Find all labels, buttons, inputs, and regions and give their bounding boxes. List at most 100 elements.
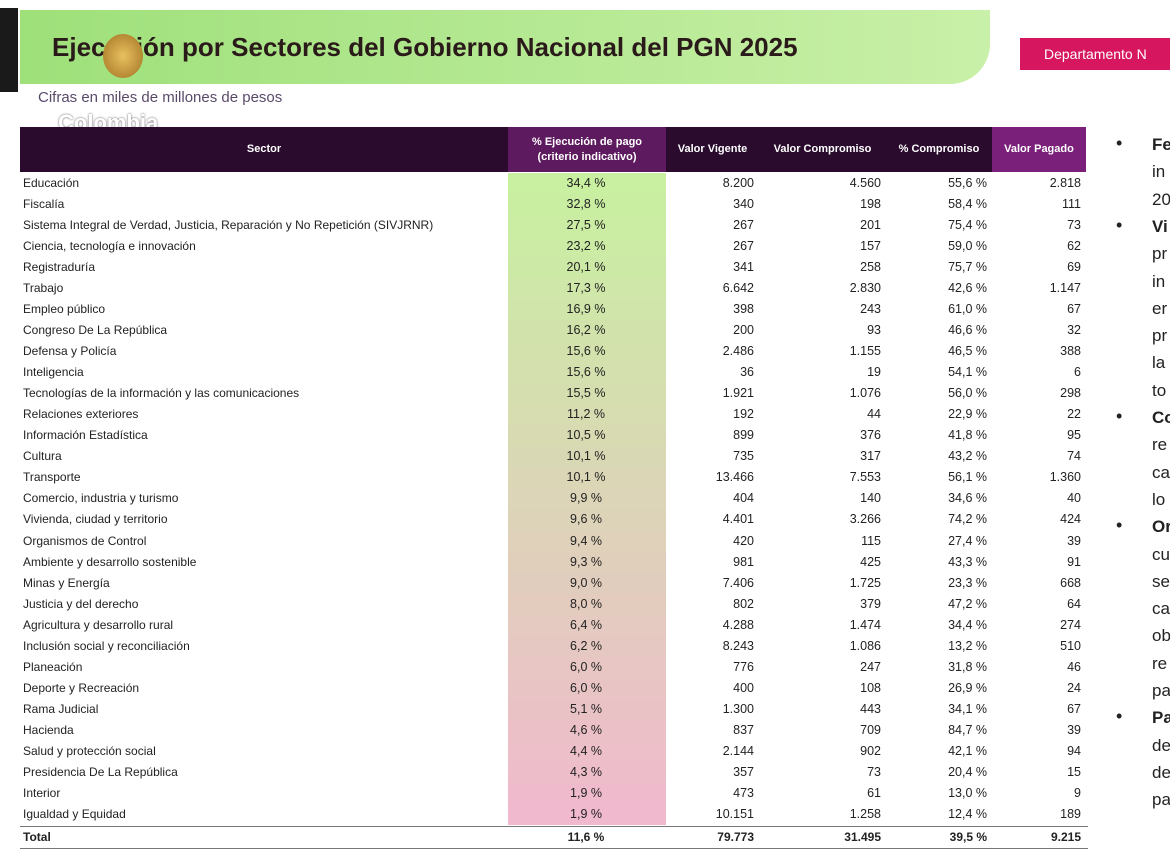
heat-cell — [508, 299, 666, 321]
table-cell: 23,2 % — [566, 239, 606, 254]
table-cell: 6,4 % — [570, 617, 602, 632]
bullet: • — [1116, 133, 1123, 153]
table-cell: 1.086 — [849, 638, 881, 653]
table-cell: 2.144 — [722, 743, 754, 758]
table-cell: 1.155 — [849, 344, 881, 359]
table-cell: 7.553 — [849, 470, 881, 485]
table-cell: 8.243 — [722, 638, 754, 653]
note-line: er — [1152, 298, 1168, 318]
table-cell: 8.200 — [722, 176, 754, 190]
heat-cell — [508, 614, 666, 637]
note-line: re — [1152, 653, 1168, 673]
sector-name: Agricultura y desarrollo rural — [23, 617, 174, 632]
table-cell: 115 — [861, 533, 881, 548]
heat-cell — [508, 362, 666, 384]
logo-emblem — [103, 34, 143, 78]
table-cell: 31,8 % — [948, 659, 987, 674]
heat-cell — [508, 341, 666, 363]
table-cell: 15,6 % — [566, 344, 606, 359]
heat-cell — [508, 593, 666, 616]
sector-name: Justicia y del derecho — [23, 596, 139, 611]
table-cell: 274 — [1060, 617, 1081, 632]
column-header: Sector — [20, 127, 508, 172]
table-cell: 24 — [1067, 680, 1081, 695]
table-cell: 200 — [733, 323, 754, 338]
heat-cell — [508, 803, 666, 826]
title-bar — [20, 10, 990, 84]
table-cell: 247 — [860, 659, 881, 674]
table-cell: 4,4 % — [570, 743, 602, 758]
note-line: cu — [1152, 544, 1170, 564]
sector-name: Tecnologías de la información y las comu… — [23, 386, 300, 401]
table-cell: 2.818 — [1049, 176, 1081, 190]
table-cell: 443 — [860, 701, 881, 716]
sector-name: Interior — [23, 785, 61, 800]
title: Ejecución por Sectores del Gobierno Naci… — [52, 32, 798, 62]
table-cell: 1.258 — [849, 806, 881, 821]
sector-name: Deporte y Recreación — [23, 680, 140, 695]
heat-cell — [508, 446, 666, 468]
subtitle: Cifras en miles de millones de pesos — [38, 89, 283, 106]
column-header-line: (criterio indicativo) — [537, 150, 637, 163]
heat-cell — [508, 551, 666, 574]
table-cell: 46,5 % — [948, 344, 987, 359]
heat-cell — [508, 278, 666, 300]
heat-cell — [508, 635, 666, 658]
table-cell: 34,4 % — [948, 617, 987, 632]
table-cell: 56,0 % — [948, 386, 987, 401]
table-cell: 7.406 — [722, 575, 754, 590]
heat-cell — [508, 425, 666, 447]
note-line: de — [1152, 735, 1170, 755]
heat-cell — [508, 236, 666, 258]
note-line: pa — [1152, 681, 1170, 700]
table-cell: 243 — [860, 302, 881, 317]
table-cell: 58,4 % — [948, 197, 987, 212]
table-cell: 899 — [733, 428, 754, 443]
heat-cell — [508, 782, 666, 805]
note-line: pr — [1152, 244, 1168, 264]
sector-name: Registraduría — [23, 260, 96, 275]
table-cell: 201 — [860, 218, 881, 233]
bullet: • — [1116, 706, 1123, 727]
table-cell: 10,5 % — [566, 428, 606, 443]
table-cell: 91 — [1067, 554, 1081, 569]
table-cell: 267 — [733, 218, 754, 233]
note-line: pa — [1152, 790, 1170, 810]
table-cell: 1.360 — [1049, 470, 1081, 485]
column-header-line: % Ejecución de pago — [531, 135, 643, 148]
note-line: re — [1152, 435, 1168, 455]
table-cell: 15 — [1067, 764, 1081, 779]
table-cell: 258 — [860, 260, 881, 275]
table-cell: 75,7 % — [948, 260, 987, 275]
table-cell: 9,4 % — [570, 533, 602, 548]
table-cell: 4,3 % — [570, 764, 602, 779]
note-line: Or — [1152, 517, 1170, 537]
table-cell: 357 — [733, 764, 754, 779]
total-cell: 31.495 — [844, 829, 881, 844]
table-cell: 3.266 — [849, 512, 881, 527]
table-cell: 84,7 % — [948, 722, 987, 737]
table-cell: 400 — [733, 680, 754, 695]
table-cell: 26,9 % — [948, 680, 987, 695]
table-cell: 709 — [860, 722, 881, 737]
total-cell: 39,5 % — [949, 829, 987, 844]
table-cell: 4,6 % — [570, 722, 602, 737]
table-cell: 95 — [1067, 428, 1081, 443]
heat-cell — [508, 698, 666, 721]
note-line: in — [1152, 162, 1166, 182]
table-cell: 61,0 % — [948, 302, 987, 317]
table-cell: 802 — [733, 596, 754, 611]
table-cell: 74 — [1067, 449, 1081, 464]
table-cell: 2.830 — [849, 281, 881, 296]
table-cell: 189 — [1060, 806, 1081, 821]
note-line: de — [1152, 762, 1170, 782]
table-cell: 10,1 % — [566, 470, 606, 485]
sector-name: Igualdad y Equidad — [23, 806, 126, 821]
note-line: ca — [1152, 462, 1170, 482]
heat-cell — [508, 467, 666, 489]
table-cell: 473 — [733, 785, 754, 800]
table-cell: 6 — [1074, 365, 1081, 380]
table-cell: 376 — [860, 428, 881, 443]
sector-name: Educación — [23, 176, 80, 190]
sector-name: Transporte — [23, 470, 81, 485]
